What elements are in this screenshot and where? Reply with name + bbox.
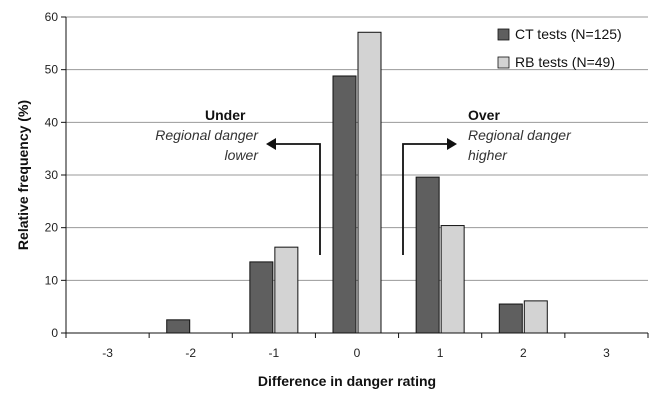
x-tick-label: 1 — [437, 346, 444, 360]
y-tick-label: 10 — [45, 273, 59, 287]
annotation-under: Under Regional danger lower — [155, 107, 321, 255]
annotation-under-line2: lower — [225, 147, 260, 163]
bar-ct-2 — [498, 303, 523, 334]
legend-swatch-ct — [497, 28, 510, 41]
legend-swatch-rb — [497, 56, 510, 69]
bar-ct-1 — [415, 176, 440, 334]
annotation-under-arrow — [268, 143, 321, 255]
tick-labels: 0 10 20 30 40 50 60 -3 -2 -1 0 1 2 3 — [45, 10, 610, 360]
x-tick-label: -2 — [185, 346, 196, 360]
legend: CT tests (N=125) RB tests (N=49) — [497, 26, 622, 70]
bars — [166, 31, 548, 334]
annotation-under-arrowhead — [266, 138, 276, 150]
y-axis-title: Relative frequency (%) — [15, 100, 31, 250]
annotation-over-arrow — [402, 143, 455, 255]
bar-ct--1 — [249, 261, 274, 334]
bar-rb--1 — [274, 246, 299, 334]
annotation-over: Over Regional danger higher — [402, 107, 572, 255]
annotation-under-title: Under — [205, 107, 246, 123]
annotation-over-line1: Regional danger — [468, 127, 572, 143]
bar-ct-0 — [332, 75, 357, 334]
annotation-over-arrowhead — [447, 138, 457, 150]
y-tick-label: 20 — [45, 221, 59, 235]
x-tick-label: 0 — [354, 346, 361, 360]
x-tick-label: 3 — [603, 346, 610, 360]
x-axis-title: Difference in danger rating — [258, 373, 436, 389]
annotation-over-line2: higher — [468, 147, 508, 163]
bar-rb-1 — [440, 225, 465, 334]
legend-label-rb: RB tests (N=49) — [515, 54, 615, 70]
bar-rb-0 — [357, 31, 382, 334]
y-tick-label: 30 — [45, 168, 59, 182]
x-tick-label: -3 — [102, 346, 113, 360]
axes — [61, 16, 649, 338]
x-tick-label: -1 — [269, 346, 280, 360]
gridlines — [66, 16, 648, 281]
y-tick-label: 60 — [45, 10, 59, 24]
annotation-under-line1: Regional danger — [155, 127, 259, 143]
y-tick-label: 40 — [45, 115, 59, 129]
annotation-over-title: Over — [468, 107, 500, 123]
bar-rb-2 — [523, 300, 548, 334]
x-tick-label: 2 — [520, 346, 527, 360]
y-tick-label: 50 — [45, 63, 59, 77]
bar-ct--2 — [166, 319, 191, 334]
y-tick-label: 0 — [51, 326, 58, 340]
legend-label-ct: CT tests (N=125) — [515, 26, 622, 42]
